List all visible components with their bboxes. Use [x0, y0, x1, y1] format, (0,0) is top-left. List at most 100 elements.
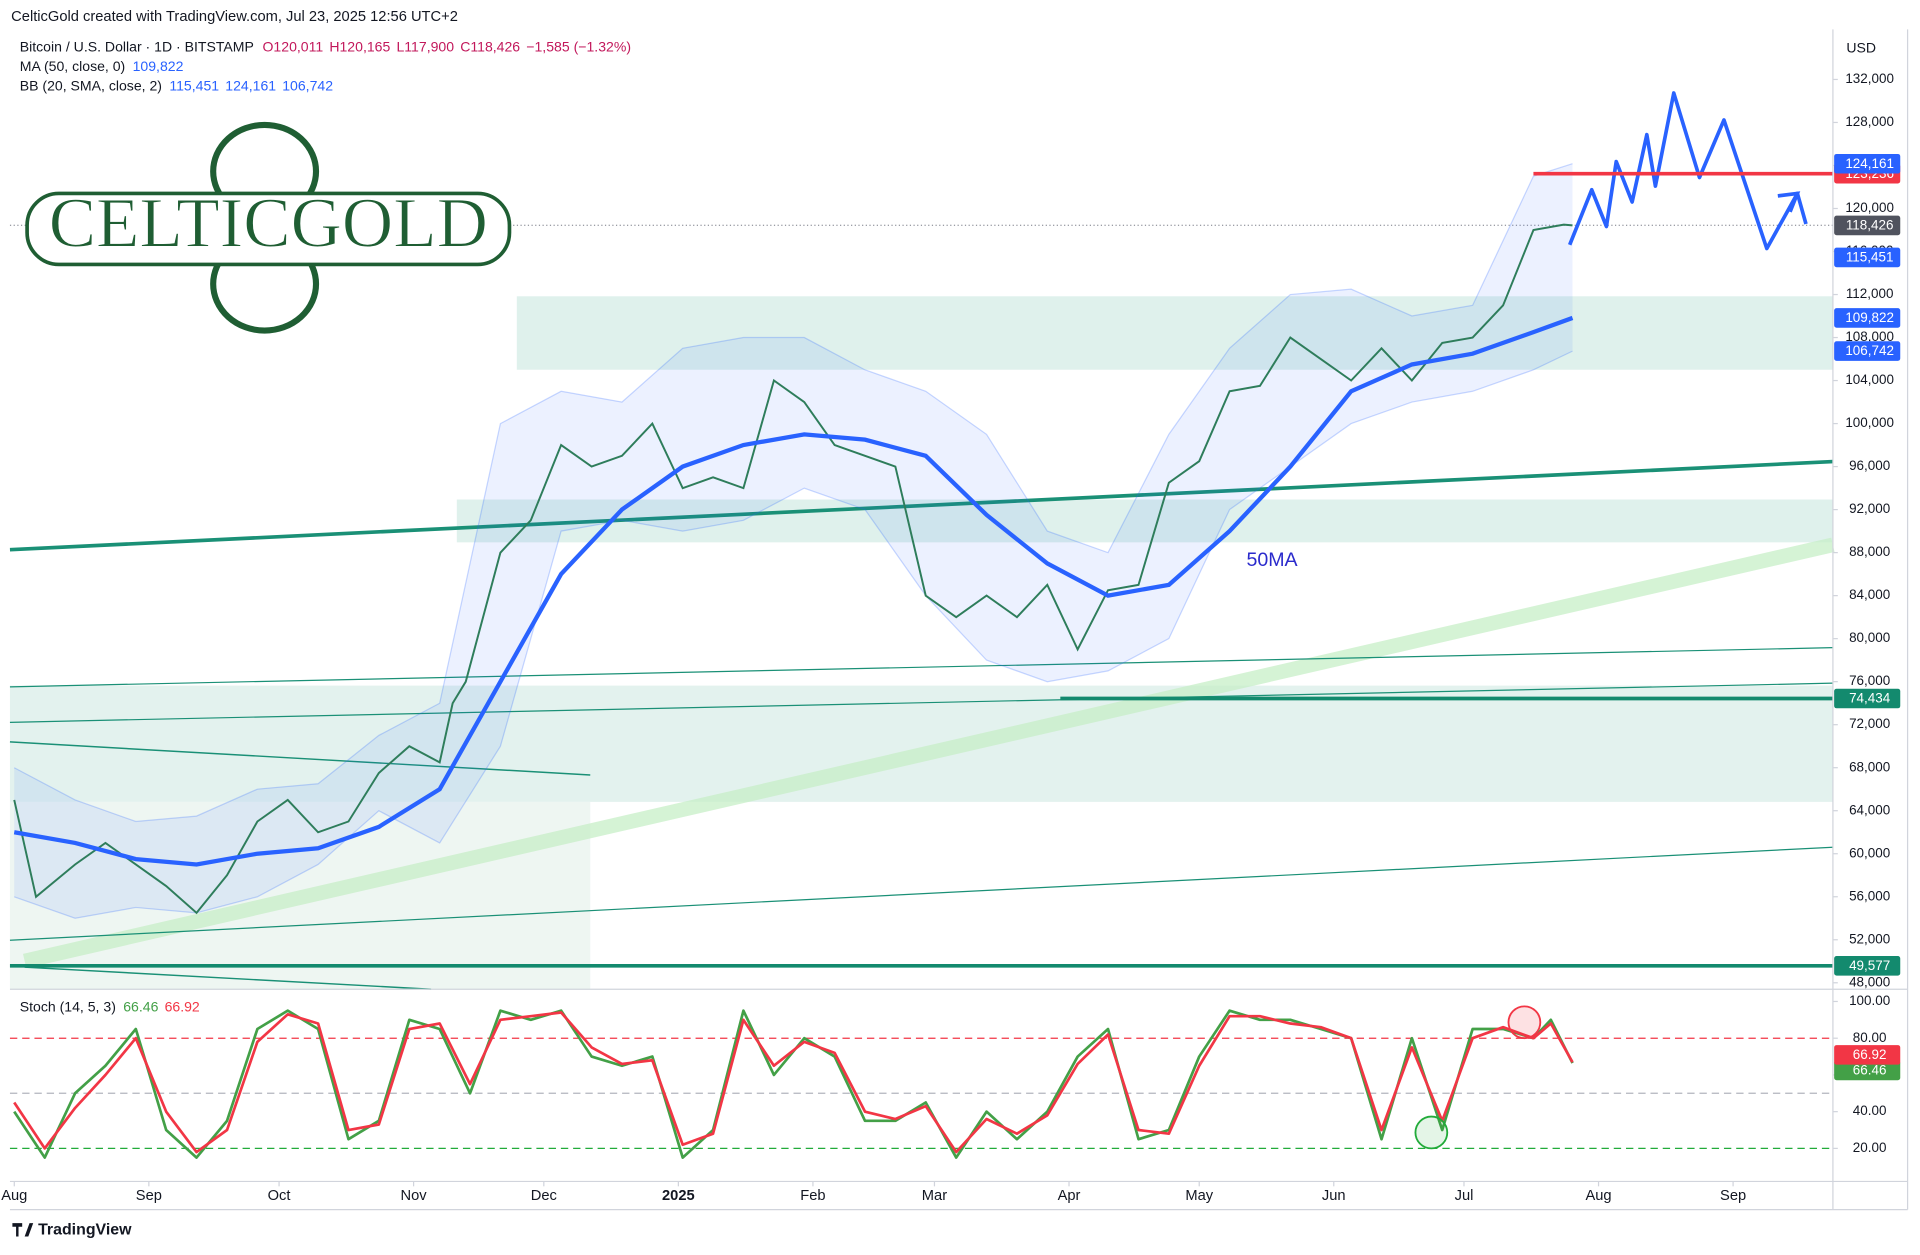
logo: CELTICGOLD: [25, 121, 512, 334]
price-label: 118,426: [1846, 218, 1894, 233]
price-label-bg: [1834, 1045, 1901, 1065]
price-label: 115,451: [1846, 250, 1894, 265]
trend-line: [9, 741, 591, 776]
price-label-bg: [1834, 308, 1901, 328]
y-tick-label: 100,000: [1845, 415, 1894, 430]
trend-line: [9, 682, 1833, 723]
zone: [9, 685, 1833, 802]
y-tick-label: 40.00: [1853, 1103, 1887, 1118]
y-tick-label: 108,000: [1845, 329, 1894, 344]
y-tick-label: 52,000: [1849, 931, 1890, 946]
logo-text: CELTICGOLD: [49, 184, 488, 262]
x-tick-label: Apr: [1058, 1188, 1081, 1204]
footer: TradingView: [12, 1222, 132, 1239]
trend-line: [9, 846, 1833, 941]
x-tick-label: Dec: [531, 1188, 557, 1204]
x-tick-label: Aug: [1, 1188, 27, 1204]
x-tick-label: May: [1185, 1188, 1213, 1204]
plot: [13, 223, 1574, 1159]
stoch-line: [13, 1011, 1574, 1154]
y-tick-label: 80.00: [1853, 1030, 1887, 1045]
price-label: 49,577: [1849, 958, 1890, 973]
legend-text: Stoch (14, 5, 3): [20, 998, 116, 1014]
legend-text: −1,585 (−1.32%): [526, 38, 631, 54]
highlight-circle: [1414, 1115, 1449, 1150]
x-tick-label: Jul: [1455, 1188, 1474, 1204]
legend-value: 66.46: [123, 998, 158, 1014]
legend-text: 115,451: [169, 78, 219, 94]
price-label: 109,822: [1845, 310, 1894, 325]
y-tick-label: 104,000: [1845, 372, 1894, 387]
y-tick-label: 76,000: [1849, 673, 1890, 688]
y-tick-label: 20.00: [1853, 1140, 1887, 1155]
x-tick-label: 2025: [662, 1188, 695, 1204]
drawings-front: CELTICGOLD: [9, 91, 1833, 1150]
trend-line: [9, 459, 1834, 552]
legend-text: O120,011: [262, 38, 323, 54]
price-label: 106,742: [1845, 343, 1894, 358]
price-label-bg: [1834, 688, 1901, 709]
price-line: [13, 223, 1573, 915]
x-tick-label: Sep: [1720, 1188, 1746, 1204]
projection-arrow: [1777, 191, 1801, 213]
legend-text: C118,426: [460, 38, 520, 54]
annotation: 50MA: [1246, 549, 1298, 571]
zone: [516, 296, 1833, 370]
y-tick-label: 92,000: [1849, 501, 1890, 516]
footer-icon: [12, 1223, 34, 1237]
legend-text: 109,822: [133, 58, 184, 74]
price-label-bg: [1834, 341, 1901, 361]
x-tick-label: Aug: [1585, 1188, 1611, 1204]
price-label-bg: [1834, 153, 1901, 174]
price-label: 66.92: [1853, 1047, 1887, 1062]
legend-text: 124,161: [225, 78, 276, 94]
bb-upper: [13, 163, 1573, 823]
bb-lower: [14, 350, 1573, 919]
trend-line: [9, 647, 1833, 688]
axes: 48,000 52,000 56,000 60,000 64,000 68,000 72,0…: [1, 29, 1909, 1211]
legend-text: BB (20, SMA, close, 2): [20, 78, 162, 94]
x-tick-label: Sep: [136, 1188, 162, 1204]
y-tick-label: 48,000: [1849, 974, 1890, 989]
x-tick-label: Jun: [1322, 1188, 1346, 1204]
trend-channel: [22, 537, 1835, 969]
y-tick-label: 60,000: [1849, 845, 1890, 860]
y-tick-label: 80,000: [1849, 630, 1890, 645]
bb-fill: [14, 163, 1573, 919]
legend-text: L117,900: [396, 38, 454, 54]
price-label-bg: [1834, 247, 1901, 268]
y-tick-label: 112,000: [1846, 286, 1894, 301]
y-tick-label: 120,000: [1845, 200, 1894, 215]
y-tick-label: 64,000: [1849, 802, 1890, 817]
y-tick-label: 132,000: [1845, 71, 1894, 86]
y-tick-label: 84,000: [1849, 587, 1890, 602]
highlight-circle: [1507, 1005, 1542, 1040]
x-tick-label: Feb: [800, 1188, 825, 1204]
footer-text: TradingView: [38, 1222, 132, 1239]
price-label-bg: [1834, 1060, 1901, 1081]
y-tick-label: 100.00: [1849, 993, 1890, 1008]
y-tick-label: 68,000: [1849, 759, 1890, 774]
price-label: 66.46: [1853, 1063, 1887, 1078]
price-label-bg: [1834, 215, 1901, 236]
y-tick-label: 72,000: [1849, 716, 1890, 731]
zone: [456, 499, 1833, 543]
axis-unit: USD: [1846, 40, 1876, 56]
x-tick-label: Nov: [401, 1188, 428, 1204]
x-tick-label: Oct: [268, 1188, 291, 1204]
legend-value: 66.92: [165, 998, 200, 1014]
price-label: 124,161: [1845, 156, 1894, 171]
logo-badge: [25, 191, 512, 267]
legend-text: Bitcoin / U.S. Dollar · 1D · BITSTAMP: [20, 38, 254, 54]
price-label-bg: [1834, 956, 1901, 976]
projection-path: [1567, 91, 1808, 251]
y-tick-label: 88,000: [1849, 544, 1890, 559]
legend-text: H120,165: [329, 38, 390, 54]
legend-text: 106,742: [282, 78, 333, 94]
y-tick-label: 56,000: [1849, 888, 1890, 903]
drawings-back: [9, 163, 1835, 1149]
legend-text: MA (50, close, 0): [20, 58, 126, 74]
header: CelticGold created with TradingView.com,…: [11, 9, 458, 25]
